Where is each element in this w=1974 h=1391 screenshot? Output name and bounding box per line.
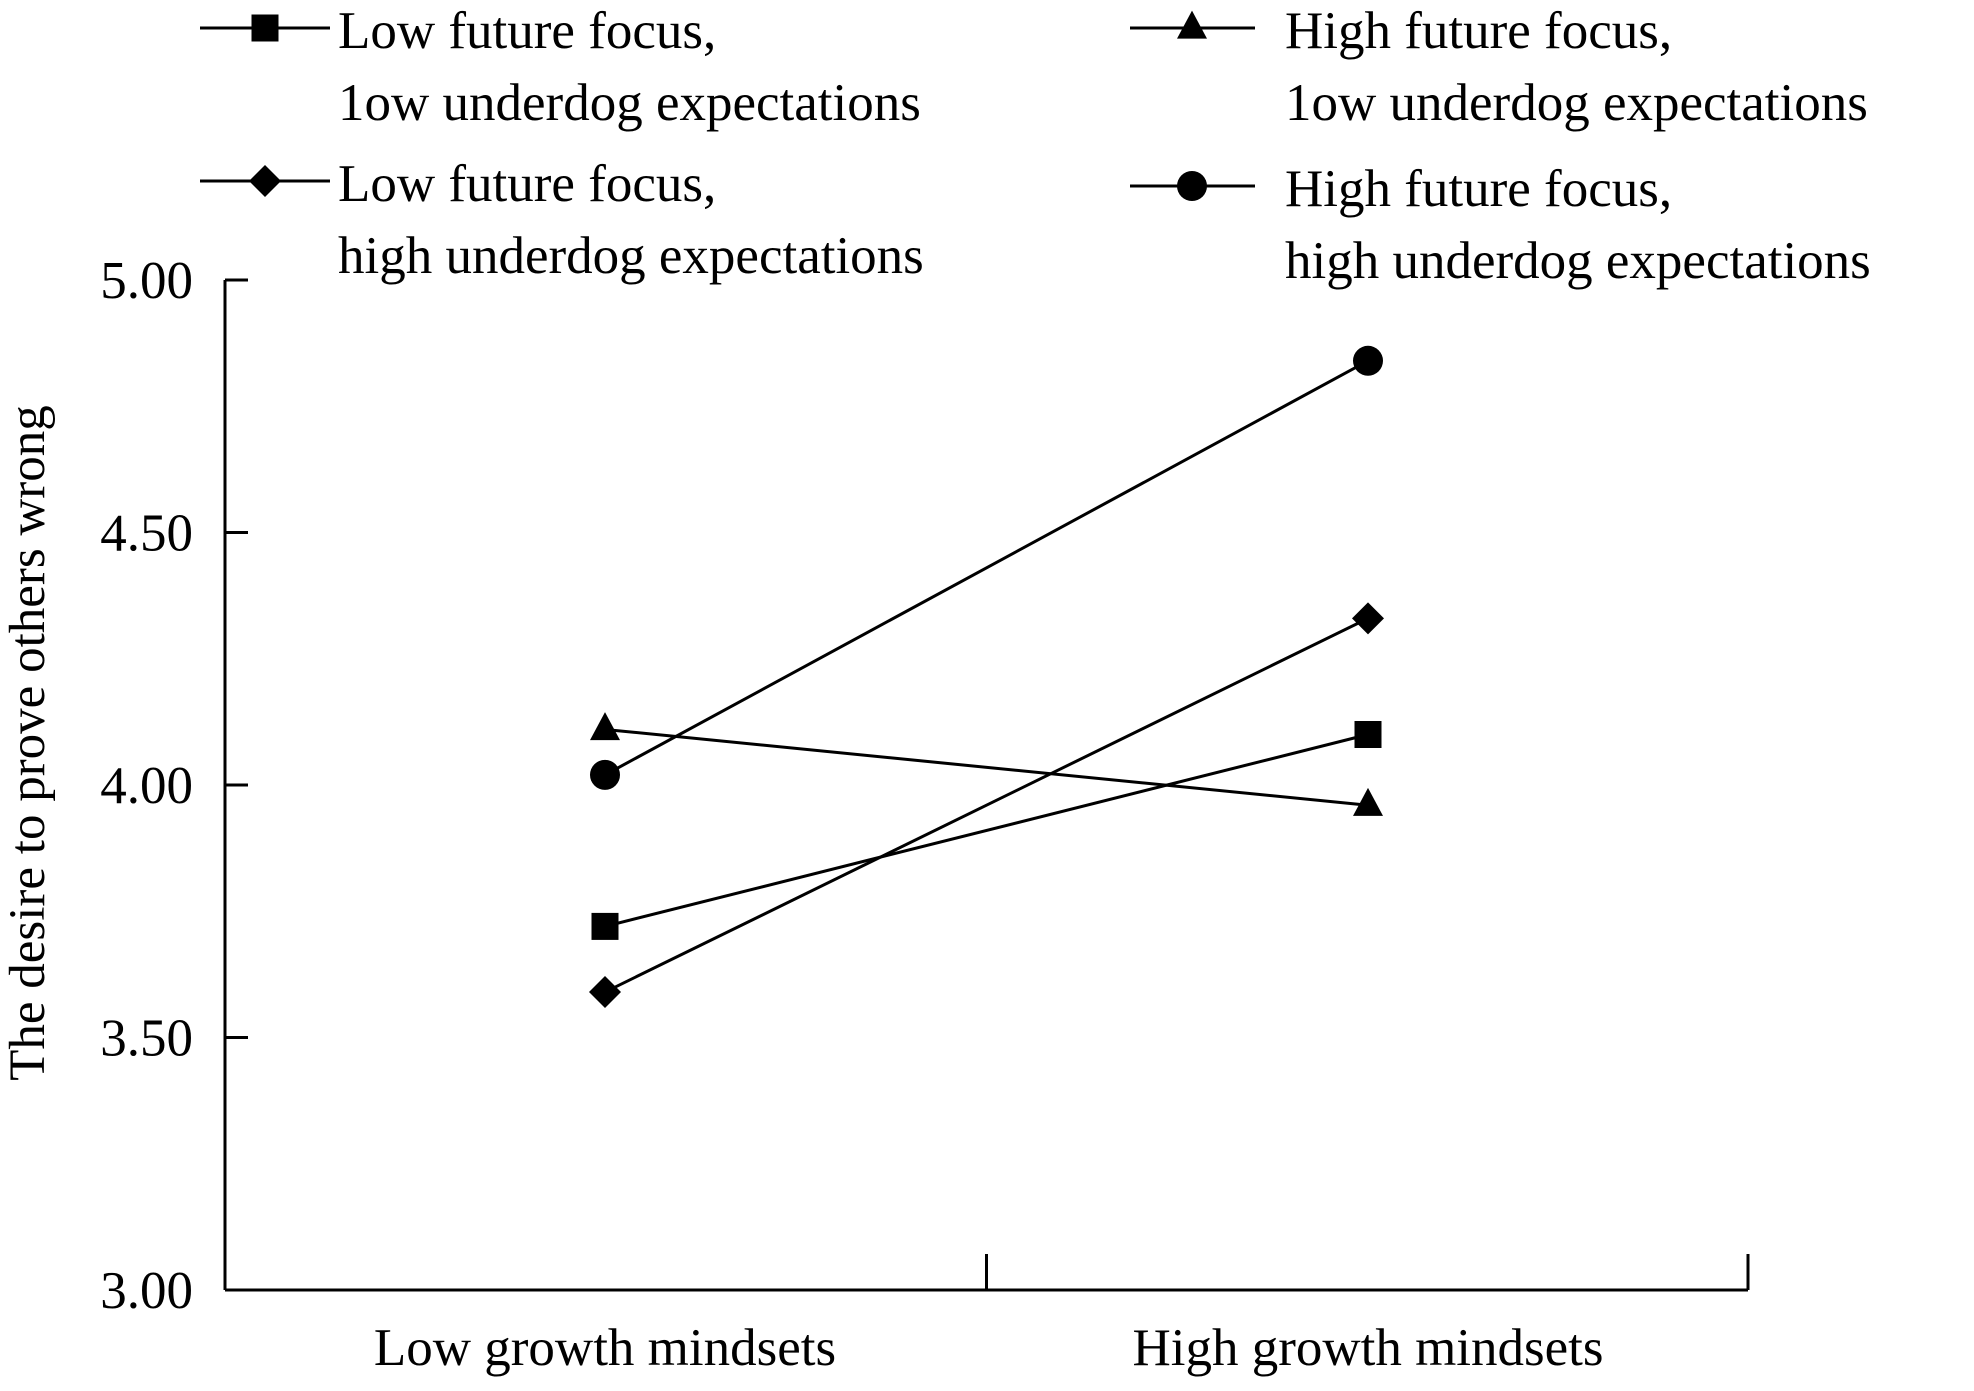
legend-label: 1ow underdog expectations [338,74,921,132]
legend-label: high underdog expectations [1285,232,1871,290]
y-tick-label: 3.00 [100,1262,193,1320]
legend-label: High future focus, [1285,2,1672,60]
series-line [604,733,1369,928]
legend-marker-diamond [249,165,281,197]
y-tick-label: 3.50 [100,1010,193,1068]
legend-marker-square [251,14,279,42]
y-axis-label: The desire to prove others wrong [0,405,56,1081]
data-point-diamond [1352,602,1384,635]
y-tick-label: 4.50 [100,505,193,563]
series-triangle [590,712,1383,816]
legend-label: Low future focus, [338,155,716,213]
legend-label: High future focus, [1285,160,1672,218]
legend-item-triangle: High future focus, 1ow underdog expectati… [1130,2,1868,132]
legend-item-circle: High future focus, high underdog expectat… [1130,160,1871,290]
series-layer [589,345,1384,1009]
axes: 3.00 3.50 4.00 4.50 5.00 Low growth mindsets H… [0,252,1750,1377]
legend-item-square: Low future focus, 1ow underdog expectatio… [200,2,921,132]
series-line [604,617,1369,994]
data-point-square [591,912,619,940]
data-point-diamond [589,976,621,1009]
legend-marker-triangle [1177,10,1207,39]
x-tick-label: High growth mindsets [1132,1319,1603,1377]
legend: Low future focus, 1ow underdog expectatio… [200,2,1871,290]
series-square [591,721,1382,940]
series-line [604,727,1369,807]
y-tick-label: 5.00 [100,252,193,310]
series-diamond [589,602,1384,1009]
legend-label: Low future focus, [338,2,716,60]
x-tick-label: Low growth mindsets [374,1319,836,1377]
data-point-triangle [1353,787,1383,816]
legend-label: 1ow underdog expectations [1285,74,1868,132]
legend-label: high underdog expectations [338,227,924,285]
y-tick-label: 4.00 [100,757,193,815]
legend-item-diamond: Low future focus, high underdog expectati… [200,155,924,285]
data-point-triangle [590,712,620,741]
data-point-circle [1353,345,1383,376]
data-point-circle [590,759,620,790]
legend-marker-circle [1177,171,1207,201]
series-circle [590,345,1383,790]
data-point-square [1354,721,1382,748]
series-line [604,359,1369,777]
